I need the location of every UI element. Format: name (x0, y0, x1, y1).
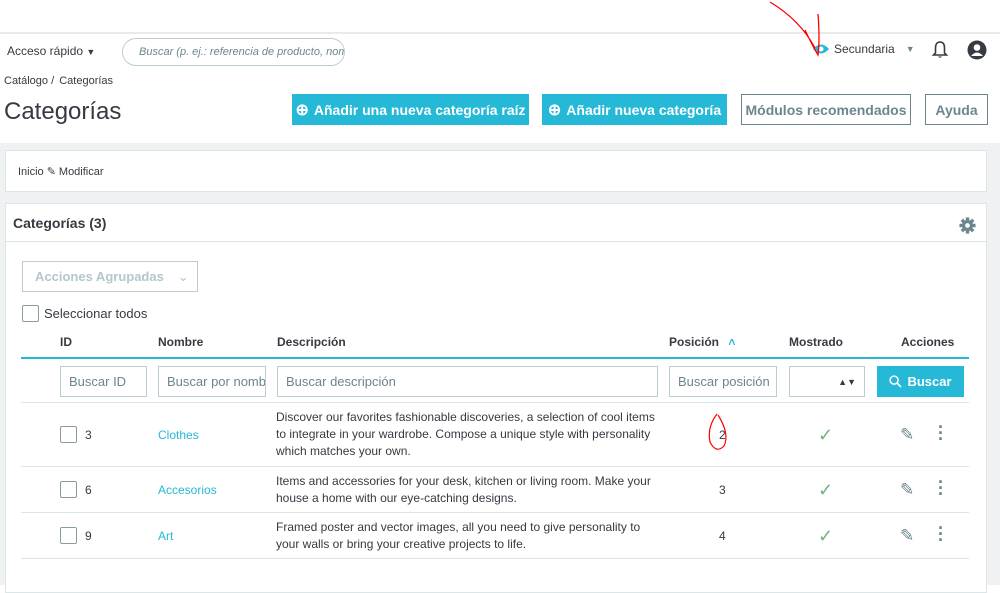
chevron-down-icon: ⌄ (177, 268, 189, 284)
bulk-actions-dropdown[interactable]: Acciones Agrupadas ⌄ (22, 261, 198, 292)
table-row: 6 Accesorios Items and accessories for y… (21, 467, 969, 513)
search-placeholder: Buscar (p. ej.: referencia de producto, … (139, 46, 344, 58)
table-row: 9 Art Framed poster and vector images, a… (21, 513, 969, 559)
placeholder: Buscar ID (69, 374, 127, 389)
nav-home-link[interactable]: Inicio (18, 165, 44, 178)
select-arrows-icon: ▲▼ (838, 376, 856, 387)
header-name[interactable]: Nombre (158, 335, 204, 349)
user-avatar-icon[interactable] (967, 40, 987, 60)
placeholder: Buscar descripción (286, 374, 396, 389)
checkbox[interactable] (22, 305, 39, 322)
plus-circle-icon: ⊕ (547, 101, 562, 119)
breadcrumb: Catálogo / Categorías (4, 75, 113, 87)
filter-shown-select[interactable]: ▲▼ (789, 366, 865, 397)
divider (21, 402, 969, 403)
annotation-circle (708, 413, 727, 450)
row-position[interactable]: 4 (719, 529, 726, 543)
row-name-link[interactable]: Clothes (158, 428, 199, 442)
header-position[interactable]: Posición ˄ (669, 335, 735, 349)
row-checkbox[interactable] (60, 426, 77, 443)
check-icon[interactable]: ✓ (818, 480, 834, 500)
quick-access-menu[interactable]: Acceso rápido ▼ (7, 44, 95, 58)
search-button[interactable]: Buscar (877, 366, 964, 397)
more-options-icon[interactable]: · · · (938, 518, 944, 550)
add-category-label: Añadir nueva categoría (566, 101, 722, 118)
search-icon (889, 375, 903, 388)
edit-pencil-icon[interactable]: ✎ (900, 526, 915, 545)
search-input[interactable]: Buscar (p. ej.: referencia de producto, … (122, 38, 345, 66)
shop-name: Secundaria (834, 42, 895, 56)
add-category-button[interactable]: ⊕ Añadir nueva categoría (542, 94, 727, 125)
pencil-icon: ✎ (46, 166, 56, 178)
check-icon[interactable]: ✓ (818, 425, 834, 445)
nav-edit-label: Modificar (58, 165, 104, 178)
filter-position-input[interactable]: Buscar posición (669, 366, 777, 397)
gear-icon[interactable] (959, 217, 976, 234)
breadcrumb-catalog[interactable]: Catálogo (4, 75, 49, 87)
header-actions: Acciones (901, 335, 955, 349)
edit-pencil-icon[interactable]: ✎ (900, 480, 915, 499)
annotation-arrow (769, 1, 820, 57)
add-root-label: Añadir una nueva categoría raíz (313, 101, 526, 118)
row-checkbox[interactable] (60, 481, 77, 498)
filter-name-input[interactable]: Buscar por nombre (158, 366, 266, 397)
row-description: Discover our favorites fashionable disco… (276, 410, 655, 458)
breadcrumb-separator: / (51, 75, 55, 87)
header-position-label: Posición (669, 335, 720, 349)
row-position[interactable]: 2 (719, 428, 726, 442)
add-root-category-button[interactable]: ⊕ Añadir una nueva categoría raíz (292, 94, 529, 125)
header-shown: Mostrado (789, 335, 843, 349)
panel-title: Categorías (3) (13, 215, 107, 231)
select-all-checkbox[interactable]: Seleccionar todos (22, 305, 147, 322)
eye-icon (813, 44, 829, 54)
page-title: Categorías (4, 98, 122, 125)
bell-icon[interactable] (932, 41, 948, 59)
help-button[interactable]: Ayuda (925, 94, 988, 125)
more-options-icon[interactable]: · · · (938, 417, 944, 449)
row-name-link[interactable]: Art (158, 529, 174, 543)
breadcrumb-current: Categorías (59, 75, 114, 87)
category-nav-card: Inicio ✎ Modificar (5, 150, 987, 192)
header-underline (21, 357, 969, 359)
placeholder: Buscar por nombre (167, 374, 266, 389)
bulk-actions-label: Acciones Agrupadas (35, 269, 164, 284)
filter-description-input[interactable]: Buscar descripción (277, 366, 658, 397)
row-id: 9 (85, 529, 92, 543)
divider (6, 241, 986, 242)
check-icon[interactable]: ✓ (818, 526, 834, 546)
header-id[interactable]: ID (60, 335, 72, 349)
placeholder: Buscar posición (678, 374, 770, 389)
select-all-label: Seleccionar todos (44, 306, 148, 321)
shop-selector[interactable]: Secundaria ▼ (813, 42, 915, 56)
caret-down-icon: ▼ (86, 47, 96, 57)
row-id: 3 (85, 428, 92, 442)
row-position[interactable]: 3 (719, 483, 726, 497)
more-options-icon[interactable]: · · · (938, 472, 944, 504)
plus-circle-icon: ⊕ (295, 101, 309, 119)
row-checkbox[interactable] (60, 527, 77, 544)
edit-pencil-icon[interactable]: ✎ (900, 425, 915, 444)
header-description[interactable]: Descripción (277, 335, 346, 349)
filter-id-input[interactable]: Buscar ID (60, 366, 147, 397)
recommended-modules-button[interactable]: Módulos recomendados (741, 94, 911, 125)
quick-access-label: Acceso rápido (7, 44, 84, 58)
search-button-label: Buscar (907, 374, 952, 389)
row-description: Items and accessories for your desk, kit… (276, 474, 651, 505)
row-name-link[interactable]: Accesorios (158, 483, 217, 497)
table-row: 3 Clothes Discover our favorites fashion… (21, 403, 969, 467)
top-header (0, 32, 1000, 67)
row-id: 6 (85, 483, 92, 497)
caret-down-icon: ▼ (905, 44, 915, 54)
row-description: Framed poster and vector images, all you… (276, 520, 641, 551)
sort-asc-icon[interactable]: ˄ (728, 335, 736, 349)
